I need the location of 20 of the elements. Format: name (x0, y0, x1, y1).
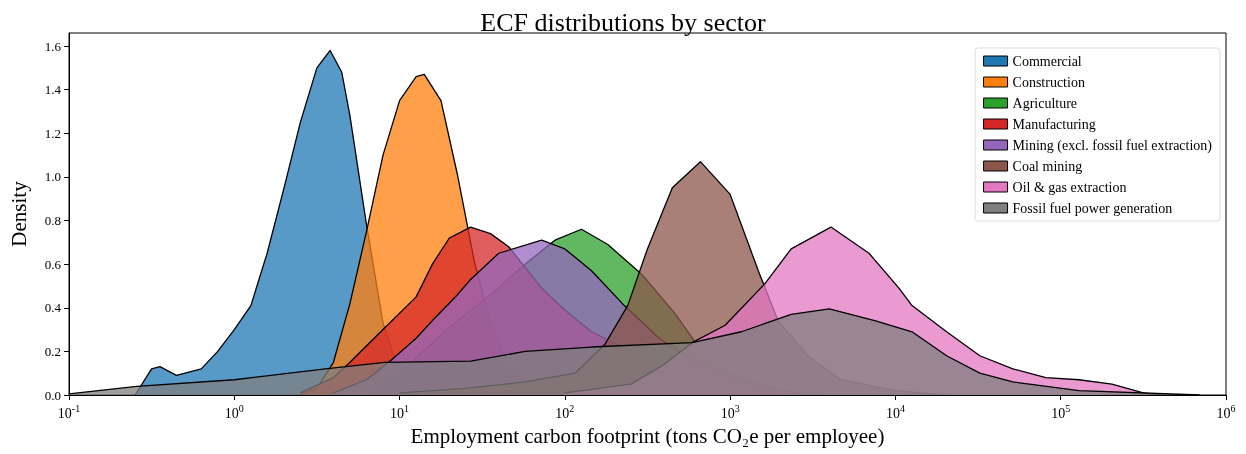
y-tick-label: 0.8 (44, 213, 61, 229)
legend-label: Construction (1012, 74, 1085, 90)
y-tick-label: 1.4 (44, 82, 62, 98)
y-tick-label: 1.6 (44, 38, 62, 54)
y-axis-title: Density (6, 180, 31, 247)
y-tick-label: 0.2 (44, 343, 61, 359)
legend-label: Manufacturing (1012, 116, 1096, 132)
legend-label: Fossil fuel power generation (1012, 200, 1173, 216)
legend-label: Agriculture (1012, 95, 1078, 111)
y-tick-label: 0.4 (44, 300, 62, 316)
y-tick-label: 1.0 (44, 169, 61, 185)
legend-label: Mining (excl. fossil fuel extraction) (1012, 137, 1213, 154)
y-tick-label: 1.2 (44, 125, 61, 141)
x-axis-title: Employment carbon footprint (tons CO₂e per employee) (410, 423, 885, 448)
legend-label: Commercial (1012, 53, 1082, 69)
chart-title: ECF distributions by sector (480, 7, 766, 37)
legend-label: Oil & gas extraction (1012, 179, 1127, 195)
y-tick-label: 0.6 (44, 256, 62, 272)
y-tick-label: 0.0 (44, 387, 61, 403)
legend-label: Coal mining (1012, 158, 1083, 174)
